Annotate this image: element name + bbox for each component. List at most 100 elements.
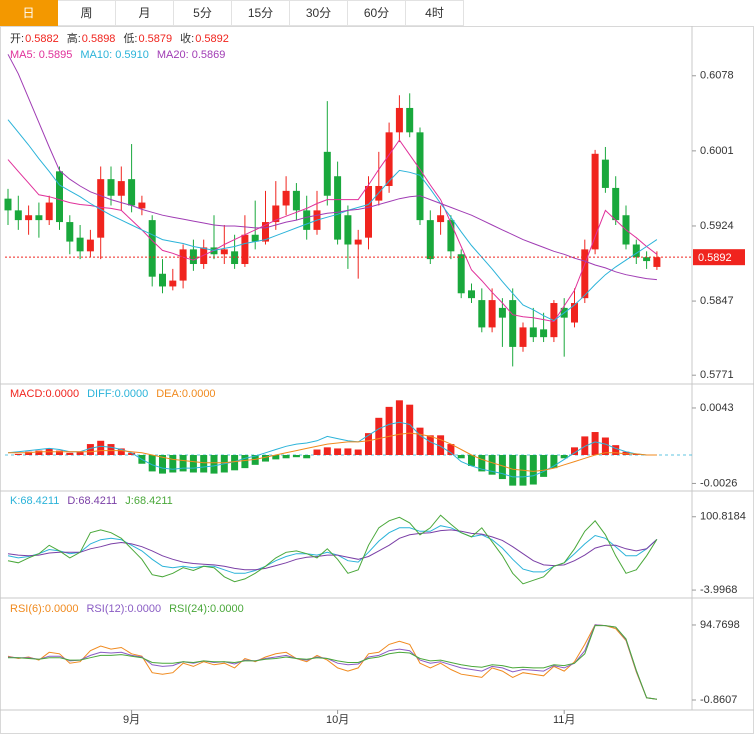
macd-bar [179, 455, 187, 472]
tab[interactable]: 5分 [174, 0, 232, 26]
last-price-box [693, 249, 745, 266]
macd-bar [468, 455, 475, 466]
indicator-line [7, 514, 658, 585]
y-tick-label: -0.8607 [700, 694, 737, 706]
ohlc-value: 0.5882 [25, 33, 59, 45]
tab[interactable]: 日 [0, 0, 58, 26]
macd-bar [591, 432, 599, 455]
macd-bar [560, 455, 568, 459]
indicator-line [7, 421, 657, 478]
candle-body [334, 176, 342, 240]
candle-body [86, 239, 94, 252]
ohlc-label: 高: [67, 31, 81, 45]
legend-entry: DIFF:0.0000 [87, 388, 148, 400]
candle-body [416, 132, 424, 221]
candle-body [529, 327, 537, 338]
legend-entry: RSI(6):0.0000 [10, 603, 78, 615]
candle-body [4, 198, 12, 211]
macd-bar [117, 448, 125, 455]
candle-body [426, 220, 434, 260]
macd-bar [159, 455, 166, 474]
candle-body [292, 190, 300, 211]
candle-body [509, 300, 517, 347]
macd-bar [272, 455, 280, 460]
y-tick-label: 0.6001 [700, 145, 734, 157]
legend-entry: J:68.4211 [125, 495, 173, 507]
candle-body [241, 234, 249, 265]
macd-bar [323, 447, 331, 455]
indicator-line [7, 624, 657, 700]
macd-bar [14, 453, 22, 455]
candle-body [117, 181, 125, 196]
tab[interactable]: 周 [58, 0, 116, 26]
legend-entry: DEA:0.0000 [156, 388, 215, 400]
ohlc-value: 0.5898 [82, 33, 116, 45]
macd-bar [498, 455, 506, 480]
candle-body [519, 327, 527, 347]
macd-bar [25, 451, 33, 455]
macd-bar [447, 444, 455, 455]
candle-body [66, 222, 74, 242]
macd-bar [251, 455, 259, 465]
macd-bar [354, 449, 362, 455]
macd-bar [581, 436, 589, 455]
candle-body [591, 153, 599, 250]
macd-bar [437, 435, 445, 455]
macd-bar [97, 440, 105, 455]
macd-bar [128, 452, 136, 455]
candle-body [97, 179, 105, 238]
macd-bar [56, 450, 63, 455]
macd-bar [210, 455, 218, 474]
candle-body [272, 205, 280, 223]
ohlc-label: 开: [10, 33, 24, 45]
tab[interactable]: 30分 [290, 0, 348, 26]
macd-bar [540, 455, 548, 477]
candle-body [25, 215, 33, 221]
macd-bar [313, 449, 321, 455]
candle-body [76, 237, 84, 252]
candle-body [56, 171, 63, 223]
legend-entry: MA10: 0.5910 [80, 49, 149, 61]
macd-bar [334, 448, 342, 455]
macd-bar [66, 452, 74, 455]
y-tick-label: 0.6078 [700, 70, 734, 82]
y-tick-label: 100.8184 [700, 511, 746, 523]
y-tick-label: 94.7698 [700, 619, 740, 631]
candle-body [571, 303, 578, 323]
macd-bar [169, 455, 177, 473]
indicator-line [8, 432, 657, 472]
macd-bar [292, 455, 300, 458]
y-tick-label: -3.9968 [700, 584, 737, 596]
macd-bar [282, 455, 290, 459]
x-tick-label: 11月 [553, 714, 575, 726]
indicator-line [8, 625, 657, 700]
macd-bar [200, 455, 208, 473]
legend-entry: RSI(24):0.0000 [169, 603, 244, 615]
tab[interactable]: 15分 [232, 0, 290, 26]
macd-bar [385, 406, 393, 455]
candle-body [344, 215, 352, 245]
macd-bar [76, 451, 84, 455]
legend-entry: MACD:0.0000 [10, 388, 79, 400]
tab[interactable]: 60分 [348, 0, 406, 26]
ohlc-value: 0.5879 [139, 33, 173, 45]
candle-body [138, 202, 146, 209]
candle-body [447, 220, 455, 252]
ohlc-value: 0.5892 [195, 33, 229, 45]
macd-bar [395, 400, 403, 455]
candle-body [262, 222, 269, 242]
frame [0, 26, 754, 734]
macd-bar [571, 447, 578, 455]
candle-body [385, 132, 393, 186]
macd-bar [86, 444, 94, 455]
macd-bar [35, 450, 43, 455]
tab[interactable]: 月 [116, 0, 174, 26]
indicator-line [7, 525, 658, 574]
macd-bar [478, 455, 486, 472]
legend-entry: D:68.4211 [67, 495, 117, 507]
candle-body [159, 273, 166, 287]
candle-body [251, 234, 259, 242]
macd-bar [529, 455, 537, 485]
candle-body [478, 300, 486, 328]
tab[interactable]: 4时 [406, 0, 464, 26]
